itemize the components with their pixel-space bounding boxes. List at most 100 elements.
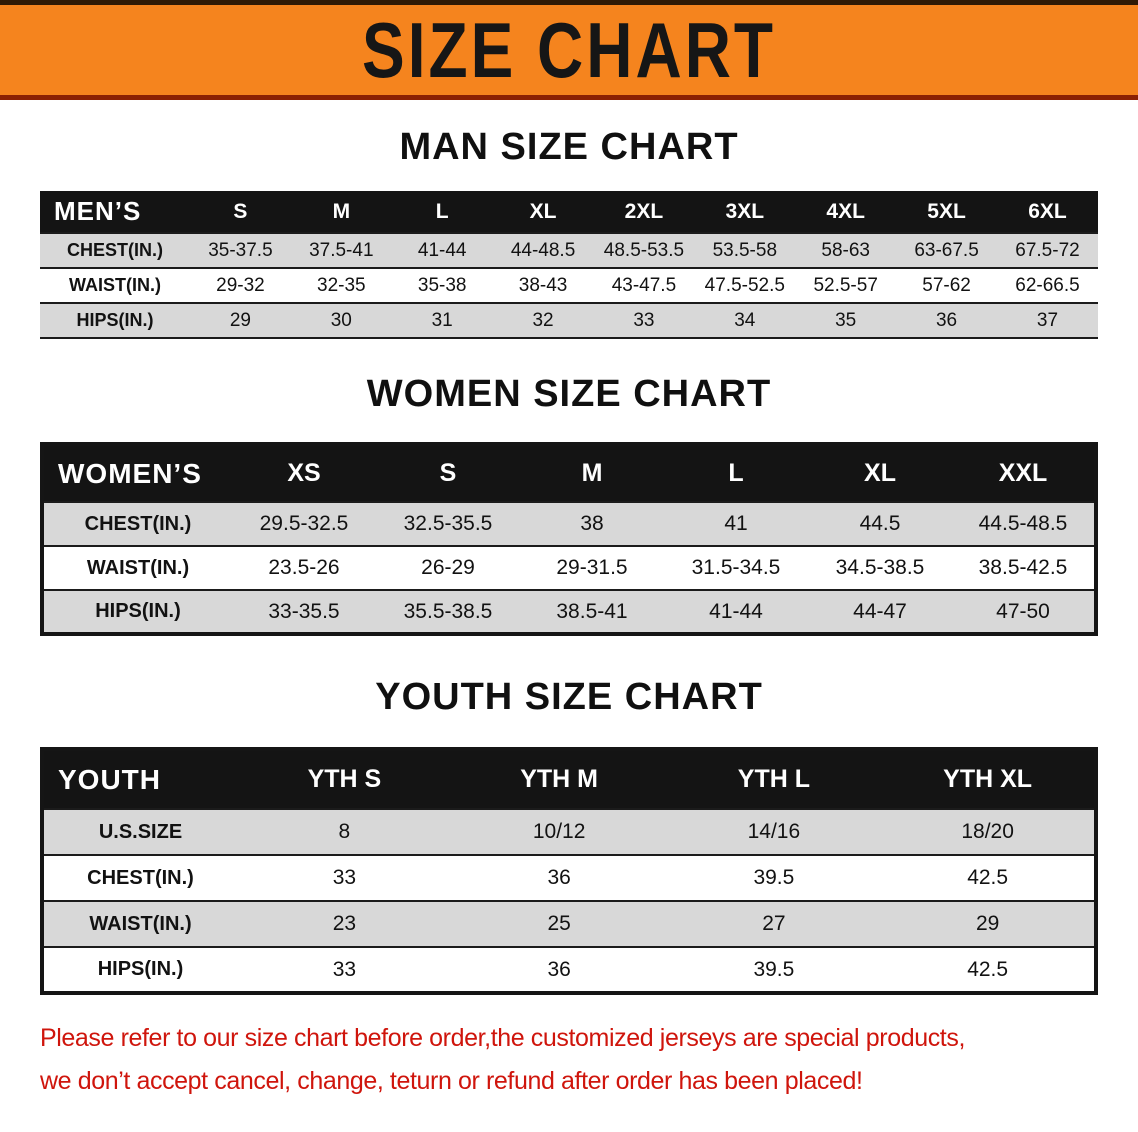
measurement-value: 42.5 <box>967 866 1009 889</box>
size-column-header: YTH L <box>666 749 882 809</box>
size-column-header: XS <box>232 444 376 502</box>
measurement-row: HIPS(IN.) 33 36 39.5 42.5 <box>42 947 1096 993</box>
notice-line-2: we don’t accept cancel, change, teturn o… <box>40 1066 863 1095</box>
size-column-header: M <box>520 444 664 502</box>
measurement-label: U.S.SIZE <box>98 820 183 843</box>
table-corner-label: YOUTH <box>42 749 237 809</box>
size-column-header: 5XL <box>896 191 997 233</box>
measurement-value: 33 <box>332 957 357 981</box>
measurement-value: 14/16 <box>747 820 801 843</box>
measurement-value: 57-62 <box>922 274 971 296</box>
measurement-row: CHEST(IN.) 33 36 39.5 42.5 <box>42 855 1096 901</box>
size-column-header: S <box>190 191 291 233</box>
measurement-value: 41-44 <box>417 239 467 261</box>
measurement-value: 32.5-35.5 <box>403 512 493 535</box>
measurement-value: 10/12 <box>532 820 586 843</box>
size-column-header: 6XL <box>997 191 1098 233</box>
table-corner-label: MEN’S <box>40 191 190 233</box>
size-column-header: L <box>391 191 493 233</box>
measurement-label: HIPS(IN.) <box>95 600 181 622</box>
notice-line-1: Please refer to our size chart before or… <box>40 1024 965 1052</box>
measurement-value: 26-29 <box>421 556 475 579</box>
measurement-label: CHEST(IN.) <box>84 512 192 535</box>
measurement-value: 44.5 <box>859 512 901 535</box>
measurement-value: 48.5-53.5 <box>603 239 685 261</box>
measurement-value: 23 <box>332 912 357 935</box>
measurement-label: CHEST(IN.) <box>67 240 163 260</box>
measurement-value: 38 <box>580 512 604 535</box>
table-corner-label: WOMEN’S <box>42 444 232 502</box>
measurement-value: 30 <box>330 309 352 331</box>
measurement-row: HIPS(IN.) 29 30 31 32 33 34 35 36 37 <box>40 303 1098 338</box>
measurement-value: 58-63 <box>821 239 870 261</box>
measurement-value: 31.5-34.5 <box>691 556 781 579</box>
measurement-value: 29 <box>229 309 251 331</box>
measurement-row: HIPS(IN.) 33-35.5 35.5-38.5 38.5-41 41-44 44-… <box>42 590 1096 634</box>
measurement-value: 33-35.5 <box>268 599 340 623</box>
measurement-row: CHEST(IN.) 29.5-32.5 32.5-35.5 38 41 44.5 44.5… <box>42 502 1096 546</box>
measurement-value: 52.5-57 <box>813 274 878 296</box>
women-section-heading: WOMEN SIZE CHART <box>366 373 772 415</box>
size-column-header: XXL <box>952 444 1096 502</box>
measurement-value: 36 <box>547 866 571 889</box>
women-size-table: WOMEN’S XS S M L XL XXL CHEST(IN.) 29.5-32.5 32.5… <box>40 442 1098 636</box>
measurement-value: 42.5 <box>967 957 1009 981</box>
measurement-label: WAIST(IN.) <box>86 556 190 579</box>
measurement-value: 32 <box>532 309 554 331</box>
measurement-value: 37 <box>1036 309 1059 331</box>
table-header-row: WOMEN’S XS S M L XL XXL <box>42 444 1096 502</box>
measurement-value: 44.5-48.5 <box>978 512 1068 535</box>
youth-size-table: YOUTH YTH S YTH M YTH L YTH XL U.S.SIZE 8 10/12… <box>40 747 1098 995</box>
measurement-value: 8 <box>338 820 351 843</box>
measurement-value: 34.5-38.5 <box>835 556 925 579</box>
measurement-value: 63-67.5 <box>914 239 979 261</box>
measurement-value: 18/20 <box>961 820 1014 843</box>
size-column-header: YTH M <box>451 749 667 809</box>
size-chart-flyer: SIZE CHART MAN SIZE CHART MEN’S S M L XL 2XL 3… <box>0 0 1138 1102</box>
measurement-value: 47.5-52.5 <box>704 274 785 296</box>
measurement-label: HIPS(IN.) <box>76 310 154 330</box>
women-size-section: WOMEN SIZE CHART WOMEN’S XS S M L XL XXL CHEST(… <box>0 373 1138 636</box>
size-column-header: XL <box>492 191 594 233</box>
measurement-label: WAIST(IN.) <box>89 912 192 935</box>
size-column-header: YTH S <box>237 749 452 809</box>
measurement-value: 33 <box>332 866 357 889</box>
measurement-value: 33 <box>633 309 655 331</box>
measurement-value: 32-35 <box>317 274 366 296</box>
measurement-value: 39.5 <box>753 957 795 981</box>
size-column-header: S <box>376 444 520 502</box>
measurement-row: CHEST(IN.) 35-37.5 37.5-41 41-44 44-48.5 48.5… <box>40 233 1098 268</box>
page-title: SIZE CHART <box>362 6 776 94</box>
measurement-value: 44-48.5 <box>510 239 576 261</box>
measurement-row: WAIST(IN.) 29-32 32-35 35-38 38-43 43-47.5 47.… <box>40 268 1098 303</box>
measurement-label: CHEST(IN.) <box>87 866 194 889</box>
measurement-value: 25 <box>547 912 571 935</box>
measurement-value: 29.5-32.5 <box>259 512 349 535</box>
measurement-value: 67.5-72 <box>1015 239 1080 261</box>
size-column-header: M <box>290 191 392 233</box>
measurement-row: WAIST(IN.) 23 25 27 29 <box>42 901 1096 947</box>
measurement-value: 34 <box>734 309 756 331</box>
measurement-value: 47-50 <box>996 599 1050 623</box>
measurement-value: 35.5-38.5 <box>403 599 493 623</box>
measurement-value: 37.5-41 <box>309 239 374 261</box>
measurement-value: 39.5 <box>753 866 795 889</box>
measurement-value: 62-66.5 <box>1015 274 1080 296</box>
table-header-row: MEN’S S M L XL 2XL 3XL 4XL 5XL 6XL <box>40 191 1098 233</box>
measurement-row: WAIST(IN.) 23.5-26 26-29 29-31.5 31.5-34.5 34… <box>42 546 1096 590</box>
size-column-header: XL <box>808 444 952 502</box>
measurement-label: WAIST(IN.) <box>69 275 161 295</box>
men-size-table: MEN’S S M L XL 2XL 3XL 4XL 5XL 6XL CHEST(IN.) 35-37… <box>40 191 1098 339</box>
measurement-value: 41 <box>724 512 748 535</box>
order-notice: Please refer to our size chart before or… <box>40 1017 1138 1102</box>
size-column-header: L <box>664 444 808 502</box>
measurement-value: 27 <box>762 912 786 935</box>
measurement-value: 36 <box>935 309 958 331</box>
youth-size-section: YOUTH SIZE CHART YOUTH YTH S YTH M YTH L YTH… <box>0 676 1138 995</box>
measurement-value: 29-31.5 <box>556 556 628 579</box>
men-size-section: MAN SIZE CHART MEN’S S M L XL 2XL 3XL 4XL 5XL 6XL… <box>0 126 1138 339</box>
measurement-value: 31 <box>431 309 453 331</box>
size-column-header: 3XL <box>694 191 796 233</box>
measurement-value: 35-37.5 <box>208 239 273 261</box>
measurement-row: U.S.SIZE 8 10/12 14/16 18/20 <box>42 809 1096 855</box>
